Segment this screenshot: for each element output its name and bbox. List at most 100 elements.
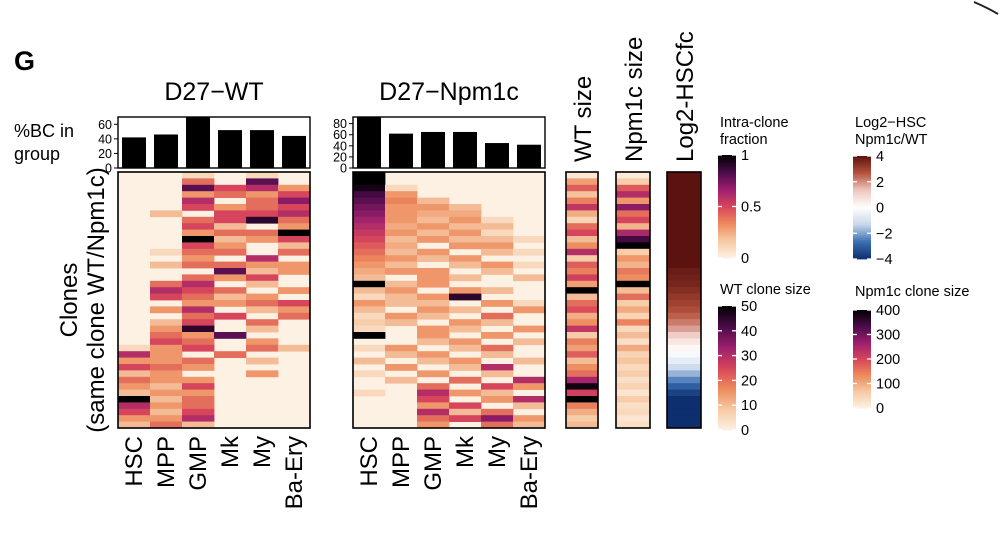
- legend-swatch-3: [853, 401, 871, 404]
- strip-frame-npm1c-size: [615, 171, 651, 429]
- heatmap-cell-wt: [278, 184, 311, 192]
- heatmap-cell-wt: [214, 274, 247, 282]
- legend-title-3: Npm1c clone size: [855, 284, 969, 300]
- bar-wt-mk: [218, 130, 242, 168]
- heatmap-cell-wt: [246, 172, 279, 179]
- heatmap-cell-npm1c: [449, 357, 482, 365]
- heatmap-cell-wt: [150, 408, 183, 416]
- legend-swatch-0: [718, 254, 736, 257]
- legend-swatch-0: [718, 239, 736, 242]
- heatmap-cell-wt: [182, 236, 215, 243]
- heatmap-cell-wt: [182, 344, 215, 352]
- strip-cell-wt-size: [566, 364, 598, 371]
- strip-cell-wt-size: [566, 312, 598, 320]
- heatmap-cell-npm1c: [385, 287, 418, 294]
- heatmap-cell-npm1c: [481, 408, 514, 416]
- legend-tick-label-1: 30: [741, 349, 757, 365]
- legend-swatch-3: [853, 316, 871, 319]
- heatmap-cell-npm1c: [417, 229, 450, 237]
- legend-swatch-1: [718, 425, 736, 429]
- heatmap-cell-wt: [278, 300, 311, 307]
- legend-swatch-3: [853, 347, 871, 350]
- heatmap-cell-npm1c: [449, 376, 482, 384]
- xtick-label-wt-gmp: GMP: [185, 436, 212, 491]
- strip-cell-wt-size: [566, 293, 598, 301]
- legend-swatch-3: [853, 396, 871, 399]
- heatmap-cell-wt: [246, 178, 279, 186]
- legend-swatch-1: [718, 345, 736, 348]
- strip-cell-npm1c-size: [616, 197, 650, 205]
- heatmap-cell-npm1c: [417, 210, 450, 218]
- legend-swatch-0: [718, 192, 736, 195]
- heatmap-cell-wt: [150, 351, 183, 358]
- legend-swatch-0: [718, 179, 736, 182]
- legend-swatch-1: [718, 407, 736, 410]
- bar-ytick-label-npm1c: 80: [333, 117, 347, 131]
- legend-swatch-2: [853, 252, 871, 255]
- legend-swatch-0: [718, 218, 736, 221]
- heatmap-cell-npm1c: [513, 376, 546, 384]
- heatmap-cell-npm1c: [449, 261, 482, 269]
- legend-swatch-0: [718, 155, 736, 158]
- legend-swatch-2: [853, 243, 871, 246]
- heatmap-cell-wt: [150, 325, 183, 333]
- legend-swatch-1: [718, 399, 736, 402]
- strip-cell-log2-hscfc: [667, 402, 701, 410]
- corner-arc-fragment: [973, 1, 999, 15]
- strip-cell-npm1c-size: [616, 312, 650, 320]
- legend-swatch-2: [853, 245, 871, 248]
- legend-swatch-1: [718, 339, 736, 342]
- legend-swatch-2: [853, 236, 871, 239]
- legend-swatch-3: [853, 383, 871, 386]
- legend-swatch-2: [853, 240, 871, 243]
- legend-swatch-0: [718, 252, 736, 255]
- heatmap-cell-wt: [214, 236, 247, 243]
- heatmap-cell-npm1c: [449, 216, 482, 224]
- heatmap-cell-wt: [246, 370, 279, 378]
- strip-cell-log2-hscfc: [667, 268, 701, 275]
- strip-cell-wt-size: [566, 357, 598, 365]
- legend-swatch-2: [853, 164, 871, 167]
- legend-swatch-1: [718, 306, 736, 309]
- legend-swatch-0: [718, 189, 736, 192]
- legend-swatch-1: [718, 372, 736, 375]
- legend-swatch-0: [718, 221, 736, 225]
- heatmap-cell-npm1c: [481, 351, 514, 358]
- strip-cell-wt-size: [566, 421, 598, 429]
- xtick-label-wt-ba-ery: Ba-Ery: [281, 436, 308, 509]
- heatmap-cell-npm1c: [417, 268, 450, 275]
- heatmap-cell-wt: [278, 210, 311, 218]
- bar-npm1c-mpp: [389, 133, 413, 168]
- heatmap-cell-npm1c: [353, 216, 386, 224]
- strip-cell-npm1c-size: [616, 280, 650, 288]
- strip-cell-npm1c-size: [616, 396, 650, 403]
- heatmap-cell-wt: [278, 204, 311, 211]
- legend-swatch-2: [853, 224, 871, 227]
- legend-swatch-1: [718, 405, 736, 408]
- strip-cell-wt-size: [566, 306, 598, 314]
- strip-cell-log2-hscfc: [667, 325, 701, 333]
- strip-cell-npm1c-size: [616, 351, 650, 358]
- heatmap-cell-wt: [214, 191, 247, 198]
- xtick-label-wt-hsc: HSC: [121, 436, 148, 487]
- legend-swatch-3: [853, 386, 871, 389]
- heatmap-cell-npm1c: [481, 236, 514, 243]
- legend-swatch-0: [718, 165, 736, 168]
- legend-swatch-3: [853, 321, 871, 324]
- heatmap-cell-wt: [150, 332, 183, 339]
- strip-cell-npm1c-size: [616, 268, 650, 275]
- heatmap-cell-npm1c: [417, 280, 450, 288]
- heatmap-cell-wt: [214, 210, 247, 218]
- legend-swatch-2: [853, 222, 871, 226]
- heatmap-cell-npm1c: [481, 229, 514, 237]
- legend-swatch-3: [853, 403, 871, 406]
- legend-swatch-0: [718, 213, 736, 216]
- heatmap-cell-npm1c: [385, 376, 418, 384]
- legend-swatch-1: [718, 324, 736, 328]
- strip-cell-wt-size: [566, 300, 598, 307]
- heatmap-cell-wt: [278, 223, 311, 230]
- heatmap-cell-npm1c: [417, 197, 450, 205]
- heatmap-cell-npm1c: [353, 268, 386, 275]
- heatmap-cell-npm1c: [481, 268, 514, 275]
- heatmap-cell-npm1c: [353, 248, 386, 256]
